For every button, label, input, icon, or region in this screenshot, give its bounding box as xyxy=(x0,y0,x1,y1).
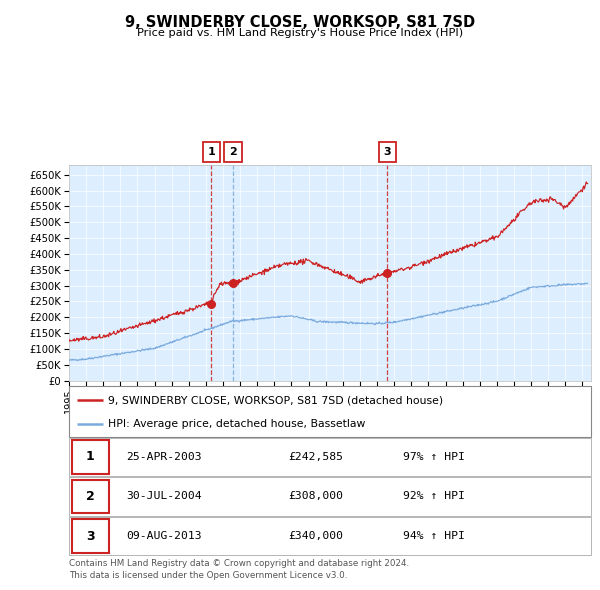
FancyBboxPatch shape xyxy=(72,480,109,513)
FancyBboxPatch shape xyxy=(203,142,220,162)
Text: 30-JUL-2004: 30-JUL-2004 xyxy=(127,491,202,502)
Text: HPI: Average price, detached house, Bassetlaw: HPI: Average price, detached house, Bass… xyxy=(108,419,365,429)
Text: 94% ↑ HPI: 94% ↑ HPI xyxy=(403,531,465,541)
FancyBboxPatch shape xyxy=(69,438,591,476)
Text: £308,000: £308,000 xyxy=(288,491,343,502)
Text: 1: 1 xyxy=(208,148,215,157)
Text: Price paid vs. HM Land Registry's House Price Index (HPI): Price paid vs. HM Land Registry's House … xyxy=(137,28,463,38)
Text: 2: 2 xyxy=(229,148,237,157)
Text: 3: 3 xyxy=(86,529,95,543)
Text: 3: 3 xyxy=(383,148,391,157)
Text: 25-APR-2003: 25-APR-2003 xyxy=(127,452,202,462)
Text: 92% ↑ HPI: 92% ↑ HPI xyxy=(403,491,465,502)
FancyBboxPatch shape xyxy=(72,440,109,474)
Text: £340,000: £340,000 xyxy=(288,531,343,541)
FancyBboxPatch shape xyxy=(69,477,591,516)
Text: 97% ↑ HPI: 97% ↑ HPI xyxy=(403,452,465,462)
Text: Contains HM Land Registry data © Crown copyright and database right 2024.: Contains HM Land Registry data © Crown c… xyxy=(69,559,409,568)
FancyBboxPatch shape xyxy=(69,386,591,437)
FancyBboxPatch shape xyxy=(69,517,591,555)
FancyBboxPatch shape xyxy=(224,142,242,162)
Text: 2: 2 xyxy=(86,490,95,503)
Text: 9, SWINDERBY CLOSE, WORKSOP, S81 7SD (detached house): 9, SWINDERBY CLOSE, WORKSOP, S81 7SD (de… xyxy=(108,395,443,405)
Text: 1: 1 xyxy=(86,450,95,464)
Text: This data is licensed under the Open Government Licence v3.0.: This data is licensed under the Open Gov… xyxy=(69,571,347,580)
Text: 9, SWINDERBY CLOSE, WORKSOP, S81 7SD: 9, SWINDERBY CLOSE, WORKSOP, S81 7SD xyxy=(125,15,475,30)
Text: 09-AUG-2013: 09-AUG-2013 xyxy=(127,531,202,541)
FancyBboxPatch shape xyxy=(379,142,396,162)
Text: £242,585: £242,585 xyxy=(288,452,343,462)
FancyBboxPatch shape xyxy=(72,519,109,553)
